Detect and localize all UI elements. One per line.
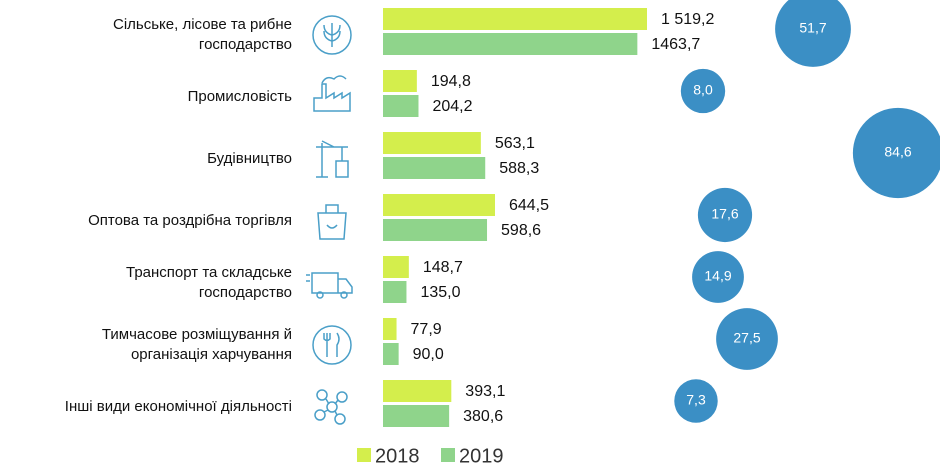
legend-label: 2018 [375,445,420,467]
bar [383,157,486,179]
value-label: 204,2 [432,98,472,115]
bar [383,405,450,427]
bar [383,256,409,278]
icon-links [323,398,339,416]
value-label: 393,1 [465,383,505,400]
bubble [680,68,726,114]
category-label: Будівництво [207,150,292,167]
icon-leaf [323,23,341,47]
bar [383,343,399,365]
value-label: 194,8 [431,73,471,90]
bar [383,70,417,92]
bar [383,380,452,402]
icon-wheel [340,291,348,299]
value-label: 135,0 [420,284,460,301]
bubble-label: 17,6 [711,206,738,222]
bar [383,281,407,303]
value-label: 90,0 [413,346,444,363]
icon-circle [312,15,352,55]
category-label: Сільське, лісове та рибне господарство [112,16,292,53]
bar [383,95,419,117]
bubble [692,251,744,303]
category-icon [316,140,349,178]
icon-node [336,391,348,403]
bubble [775,0,851,67]
value-label: 644,5 [509,197,549,214]
legend-swatch [357,448,371,462]
value-label: 1463,7 [651,36,700,53]
bubble-label: 27,5 [733,330,760,346]
bubble-label: 14,9 [704,268,731,284]
legend-label: 2019 [459,445,504,467]
value-label: 598,6 [501,222,541,239]
icon-circle [312,325,352,365]
bubble [697,187,753,243]
bubble-label: 84,6 [884,144,911,160]
bar [383,33,638,55]
icon-bag [317,204,347,240]
category-icon [317,204,347,240]
category-icon [312,15,352,55]
category-icon [314,389,348,425]
value-label: 588,3 [499,160,539,177]
category-label: Транспорт та складське господарство [126,264,292,301]
value-label: 77,9 [411,321,442,338]
category-icon [313,75,351,112]
bubble-label: 8,0 [693,82,713,98]
bubble [852,107,940,199]
icon-factory [313,75,351,112]
category-label: Промисловість [187,88,292,105]
icon-node [326,401,338,413]
bubble [674,379,718,423]
bar [383,318,397,340]
category-icon [312,325,352,365]
category-label: Тимчасове розміщування й організація хар… [101,326,292,363]
value-label: 380,6 [463,408,503,425]
icon-node [334,413,346,425]
icon-cutlery [323,332,340,357]
bubble-label: 51,7 [799,20,826,36]
bar [383,8,647,30]
icon-node [314,409,326,421]
bubble-label: 7,3 [686,392,706,408]
legend-swatch [441,448,455,462]
icon-node [316,389,328,401]
bar [383,132,481,154]
value-label: 148,7 [423,259,463,276]
value-label: 563,1 [495,135,535,152]
bar [383,219,488,241]
icon-wheel [316,291,324,299]
category-label: Інші види економічної діяльності [64,398,292,415]
value-label: 1 519,2 [661,11,714,28]
icon-truck [306,272,353,294]
bubble [716,308,778,370]
category-icon [306,272,353,299]
category-label: Оптова та роздрібна торгівля [88,212,292,229]
bar [383,194,495,216]
icon-crane [316,140,349,178]
